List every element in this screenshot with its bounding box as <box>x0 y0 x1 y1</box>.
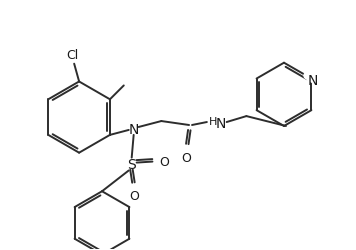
Text: O: O <box>130 190 140 202</box>
Text: N: N <box>307 73 318 87</box>
Text: Cl: Cl <box>66 48 78 62</box>
Text: S: S <box>127 157 136 171</box>
Text: N: N <box>129 122 139 136</box>
Text: N: N <box>215 116 226 130</box>
Text: O: O <box>159 156 169 168</box>
Text: H: H <box>209 116 217 126</box>
Text: O: O <box>181 151 191 164</box>
